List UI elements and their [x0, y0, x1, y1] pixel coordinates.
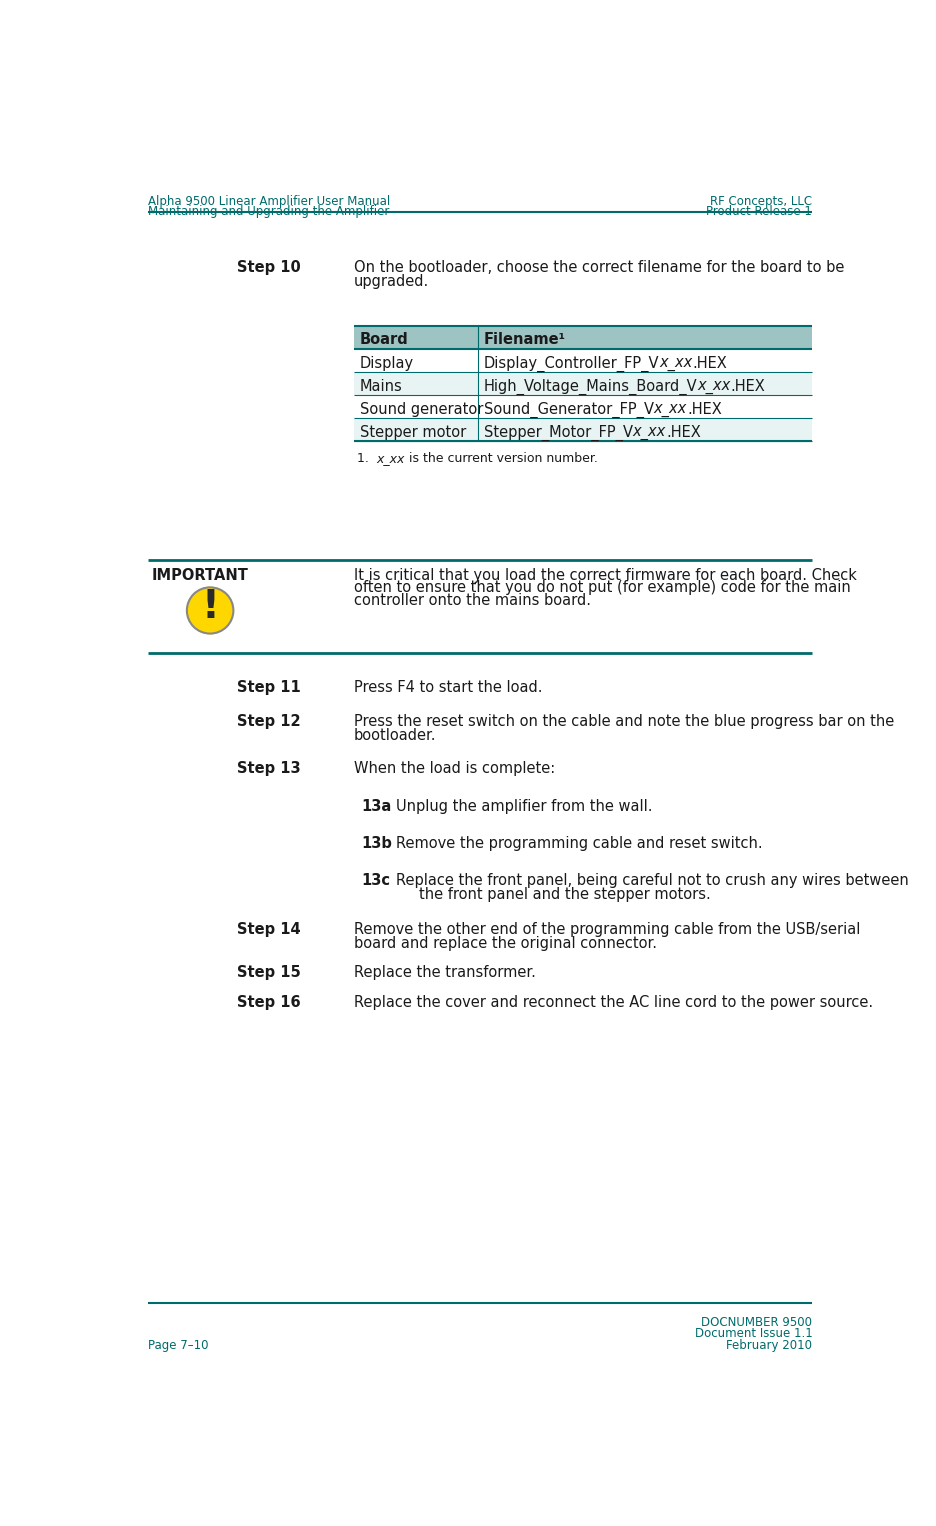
- Text: DOCNUMBER 9500: DOCNUMBER 9500: [700, 1315, 812, 1329]
- Text: Step 16: Step 16: [237, 995, 300, 1010]
- Text: x_xx: x_xx: [632, 424, 665, 439]
- Text: RF Concepts, LLC: RF Concepts, LLC: [709, 195, 812, 209]
- Text: Stepper motor: Stepper motor: [359, 424, 465, 439]
- Text: Mains: Mains: [359, 378, 402, 394]
- Text: controller onto the mains board.: controller onto the mains board.: [353, 592, 590, 607]
- Text: x_xx: x_xx: [376, 452, 404, 465]
- Text: Stepper_Motor_FP_V: Stepper_Motor_FP_V: [483, 424, 632, 441]
- Text: .HEX: .HEX: [692, 356, 726, 371]
- Text: Step 14: Step 14: [237, 922, 300, 937]
- Text: upgraded.: upgraded.: [353, 275, 429, 288]
- Text: x_xx: x_xx: [696, 378, 730, 394]
- Text: 13a: 13a: [361, 800, 391, 813]
- Bar: [353, 372, 812, 395]
- Text: Document Issue 1.1: Document Issue 1.1: [694, 1328, 812, 1340]
- Text: Filename¹: Filename¹: [483, 331, 565, 346]
- Text: 1.: 1.: [357, 452, 376, 465]
- Text: Sound generator: Sound generator: [359, 401, 483, 417]
- Text: Sound_Generator_FP_V: Sound_Generator_FP_V: [483, 401, 653, 418]
- Text: board and replace the original connector.: board and replace the original connector…: [353, 935, 656, 951]
- Circle shape: [186, 588, 233, 633]
- Text: Press F4 to start the load.: Press F4 to start the load.: [353, 679, 541, 694]
- Text: often to ensure that you do not put (for example) code for the main: often to ensure that you do not put (for…: [353, 580, 849, 595]
- Text: 1.: 1.: [357, 452, 376, 465]
- Text: the front panel and the stepper motors.: the front panel and the stepper motors.: [419, 887, 710, 902]
- Text: On the bootloader, choose the correct filename for the board to be: On the bootloader, choose the correct fi…: [353, 259, 843, 275]
- Text: High_Voltage_Mains_Board_V: High_Voltage_Mains_Board_V: [483, 378, 696, 395]
- Text: x_xx: x_xx: [653, 401, 686, 417]
- Text: It is critical that you load the correct firmware for each board. Check: It is critical that you load the correct…: [353, 568, 856, 583]
- Text: .HEX: .HEX: [665, 424, 700, 439]
- Text: Display: Display: [359, 356, 414, 371]
- Text: Replace the front panel, being careful not to crush any wires between: Replace the front panel, being careful n…: [396, 873, 908, 888]
- Text: Unplug the amplifier from the wall.: Unplug the amplifier from the wall.: [396, 800, 652, 813]
- Text: Step 13: Step 13: [237, 760, 300, 775]
- Text: Replace the cover and reconnect the AC line cord to the power source.: Replace the cover and reconnect the AC l…: [353, 995, 871, 1010]
- Text: Alpha 9500 Linear Amplifier User Manual: Alpha 9500 Linear Amplifier User Manual: [148, 195, 390, 209]
- Text: When the load is complete:: When the load is complete:: [353, 760, 554, 775]
- Text: .HEX: .HEX: [686, 401, 721, 417]
- Text: .HEX: .HEX: [730, 378, 765, 394]
- Text: Step 15: Step 15: [237, 964, 300, 980]
- Text: February 2010: February 2010: [725, 1338, 812, 1352]
- Text: Remove the other end of the programming cable from the USB/serial: Remove the other end of the programming …: [353, 922, 859, 937]
- Text: Maintaining and Upgrading the Amplifier: Maintaining and Upgrading the Amplifier: [148, 204, 389, 218]
- Text: is the current version number.: is the current version number.: [404, 452, 597, 465]
- Text: 13b: 13b: [361, 836, 391, 852]
- Text: Board: Board: [359, 331, 408, 346]
- Text: Step 10: Step 10: [237, 259, 300, 275]
- Text: IMPORTANT: IMPORTANT: [152, 568, 249, 583]
- Text: 13c: 13c: [361, 873, 389, 888]
- Text: Remove the programming cable and reset switch.: Remove the programming cable and reset s…: [396, 836, 762, 852]
- Text: Replace the transformer.: Replace the transformer.: [353, 964, 534, 980]
- Bar: [353, 418, 812, 441]
- Text: x_xx: x_xx: [659, 356, 692, 371]
- Text: Step 11: Step 11: [237, 679, 300, 694]
- Text: Step 12: Step 12: [237, 714, 300, 729]
- Text: Display_Controller_FP_V: Display_Controller_FP_V: [483, 356, 659, 372]
- Text: bootloader.: bootloader.: [353, 728, 435, 743]
- Text: Press the reset switch on the cable and note the blue progress bar on the: Press the reset switch on the cable and …: [353, 714, 893, 729]
- Text: !: !: [201, 589, 219, 626]
- Text: Product Release 1: Product Release 1: [706, 204, 812, 218]
- Text: Page 7–10: Page 7–10: [148, 1338, 209, 1352]
- Bar: [353, 325, 812, 348]
